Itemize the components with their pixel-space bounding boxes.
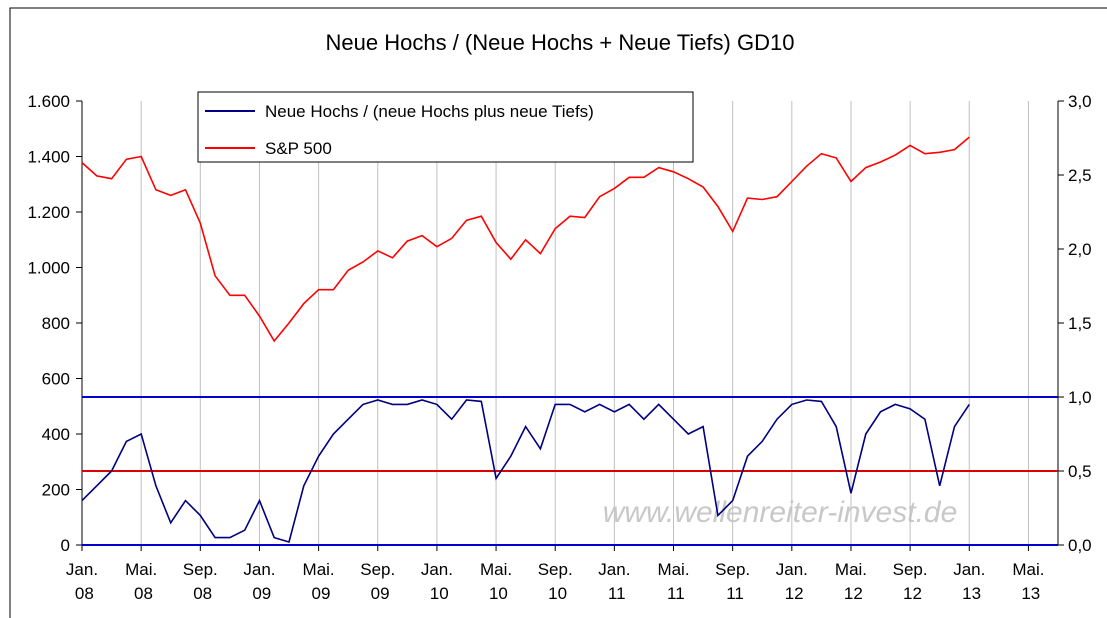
x-tick-label-line: 09 <box>307 584 331 603</box>
x-tick-label-line: 09 <box>366 584 390 603</box>
x-tick-label-line: Jan. <box>66 560 98 579</box>
x-tick-label-line: 13 <box>957 584 981 603</box>
x-tick-label-line: Mai. <box>835 560 867 579</box>
x-tick-label-line: Sep. <box>538 560 573 579</box>
x-tick-label-line: Mai. <box>480 560 512 579</box>
y-tick-label: 1.600 <box>27 92 70 111</box>
y-tick-label: 1.000 <box>27 259 70 278</box>
x-tick-label-line: 08 <box>129 584 153 603</box>
y2-tick-label: 3,0 <box>1068 92 1092 111</box>
x-tick-label-line: 08 <box>188 584 212 603</box>
x-tick-label-line: 10 <box>543 584 567 603</box>
x-tick-label-line: Jan. <box>598 560 630 579</box>
x-tick-label-line: 13 <box>1017 584 1041 603</box>
x-tick-label-line: 12 <box>898 584 922 603</box>
y-tick-label: 1.400 <box>27 148 70 167</box>
x-tick-label: Mai. 09 <box>303 560 335 603</box>
x-tick-label: Sep. 10 <box>538 560 573 603</box>
x-tick-label: Sep. 08 <box>183 560 218 603</box>
x-tick-label: Jan. 10 <box>421 560 453 603</box>
x-tick-label: Sep. 12 <box>893 560 928 603</box>
x-tick-label-line: Sep. <box>360 560 395 579</box>
y-tick-label: 1.200 <box>27 203 70 222</box>
series-line <box>81 136 970 343</box>
frame <box>9 7 1107 618</box>
watermark: www.wellenreiter-invest.de <box>603 496 958 529</box>
y2-tick-label: 2,5 <box>1068 166 1092 185</box>
chart-title: Neue Hochs / (Neue Hochs + Neue Tiefs) G… <box>326 30 795 55</box>
x-tick-label-line: 10 <box>484 584 508 603</box>
x-tick-label: Jan. 12 <box>776 560 808 603</box>
y2-tick-label: 1,0 <box>1068 388 1092 407</box>
x-tick-label: Jan. 09 <box>243 560 275 603</box>
x-tick-label: Sep. 11 <box>715 560 750 603</box>
y2-tick-label: 1,5 <box>1068 314 1092 333</box>
x-tick-label-line: 11 <box>721 584 743 603</box>
x-tick-label-line: 12 <box>780 584 804 603</box>
x-tick-label: Mai. 08 <box>125 560 157 603</box>
x-tick-label-line: Mai. <box>125 560 157 579</box>
x-tick-label-line: Mai. <box>303 560 335 579</box>
x-tick-label-line: Sep. <box>893 560 928 579</box>
x-tick-label: Mai. 13 <box>1012 560 1044 603</box>
y-tick-label: 600 <box>42 370 70 389</box>
y2-tick-label: 0,5 <box>1068 462 1092 481</box>
x-tick-label-line: Jan. <box>776 560 808 579</box>
x-tick-label: Mai. 11 <box>657 560 689 603</box>
x-tick-label: Jan. 08 <box>66 560 98 603</box>
x-tick-label-line: 11 <box>662 584 684 603</box>
x-tick-label: Sep. 09 <box>360 560 395 603</box>
x-tick-label: Jan. 13 <box>953 560 985 603</box>
legend-label: Neue Hochs / (neue Hochs plus neue Tiefs… <box>265 102 594 121</box>
series-line <box>81 399 970 544</box>
x-tick-label-line: Jan. <box>243 560 275 579</box>
y-tick-label: 0 <box>61 536 70 555</box>
x-tick-label-line: 12 <box>839 584 863 603</box>
x-tick-label-line: Jan. <box>953 560 985 579</box>
legend-box <box>197 91 694 163</box>
x-tick-label-line: 10 <box>425 584 449 603</box>
x-tick-label: Mai. 12 <box>835 560 867 603</box>
x-tick-label: Jan. 11 <box>598 560 630 603</box>
x-tick-label-line: 08 <box>70 584 94 603</box>
y-tick-label: 200 <box>42 481 70 500</box>
x-tick-label: Mai. 10 <box>480 560 512 603</box>
y-tick-label: 800 <box>42 314 70 333</box>
x-tick-label-line: Jan. <box>421 560 453 579</box>
x-tick-label-line: 11 <box>603 584 625 603</box>
x-tick-label-line: Mai. <box>1012 560 1044 579</box>
x-tick-label-line: Mai. <box>657 560 689 579</box>
y-tick-label: 400 <box>42 425 70 444</box>
y2-tick-label: 2,0 <box>1068 240 1092 259</box>
x-tick-label-line: Sep. <box>183 560 218 579</box>
x-tick-label-line: Sep. <box>715 560 750 579</box>
legend-label: S&P 500 <box>265 139 332 158</box>
y2-tick-label: 0,0 <box>1068 536 1092 555</box>
x-tick-label-line: 09 <box>248 584 272 603</box>
